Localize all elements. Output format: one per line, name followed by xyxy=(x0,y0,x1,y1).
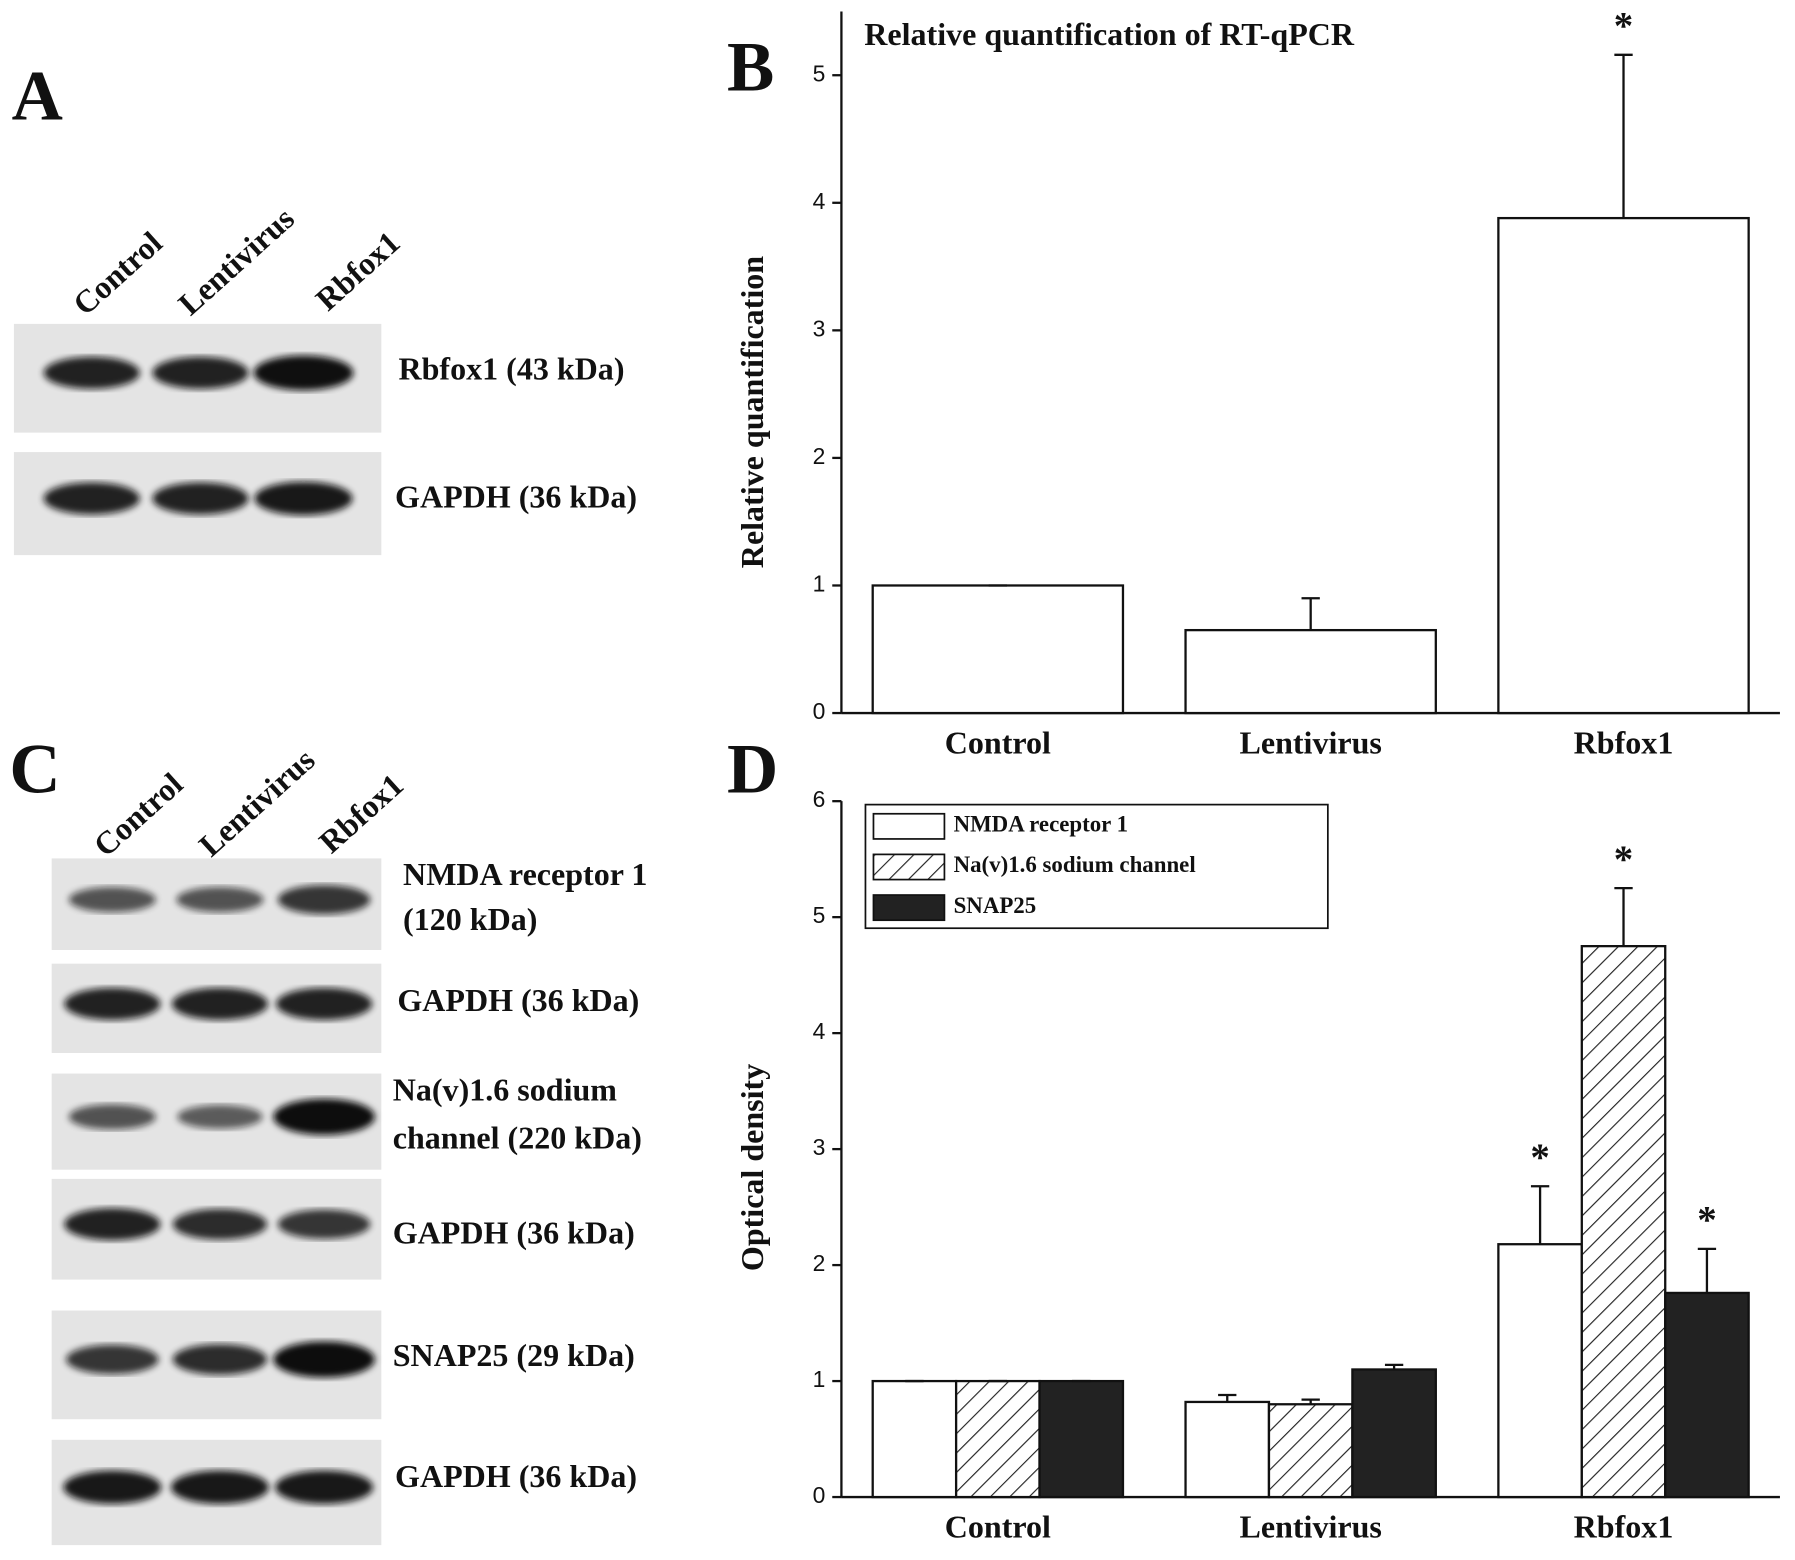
y-tick-label: 0 xyxy=(813,698,826,724)
blot-band xyxy=(170,1470,269,1504)
blot-band xyxy=(277,1209,371,1239)
chart-title: Relative quantification of RT-qPCR xyxy=(864,16,1355,52)
blot-band xyxy=(253,355,354,391)
y-tick-label: 3 xyxy=(813,315,826,341)
blot-band xyxy=(177,1104,263,1129)
panel-label: A xyxy=(12,57,63,135)
band-label: (120 kDa) xyxy=(403,901,537,937)
lane-label: Control xyxy=(86,765,189,863)
x-tick-label: Rbfox1 xyxy=(1574,1509,1674,1545)
bar xyxy=(1267,1403,1354,1499)
bar xyxy=(1184,1400,1271,1499)
bar xyxy=(1184,628,1437,715)
legend-swatch xyxy=(872,853,946,881)
blot-band xyxy=(63,1470,162,1504)
x-tick-label: Lentivirus xyxy=(1239,725,1381,761)
y-tick-label: 5 xyxy=(813,60,826,86)
bar xyxy=(871,584,1125,715)
band-label: Na(v)1.6 sodium xyxy=(393,1071,618,1107)
blot-band xyxy=(172,1208,268,1240)
blot-band xyxy=(152,356,249,389)
panel-label: C xyxy=(9,730,60,808)
blot-band xyxy=(43,356,140,389)
legend-swatch xyxy=(872,812,946,840)
significance-mark: * xyxy=(1614,5,1633,48)
y-tick-label: 2 xyxy=(813,443,826,469)
x-tick-label: Lentivirus xyxy=(1239,1509,1381,1545)
bar xyxy=(954,1379,1041,1499)
band-label: GAPDH (36 kDa) xyxy=(395,479,637,515)
blot-band xyxy=(276,987,373,1020)
band-label: GAPDH (36 kDa) xyxy=(397,982,639,1018)
bar xyxy=(1351,1368,1437,1499)
band-label: channel (220 kDa) xyxy=(393,1119,642,1155)
y-tick-label: 4 xyxy=(813,188,826,214)
blot-band xyxy=(254,481,353,516)
blot-band xyxy=(68,887,156,913)
legend-label: SNAP25 xyxy=(954,893,1037,918)
blot-band xyxy=(66,1344,159,1375)
blot-band xyxy=(43,482,140,515)
blot-band xyxy=(277,884,371,915)
band-label: GAPDH (36 kDa) xyxy=(395,1458,637,1494)
y-tick-label: 0 xyxy=(813,1482,826,1508)
panel-label: D xyxy=(727,730,778,808)
band-label: GAPDH (36 kDa) xyxy=(393,1214,635,1250)
panel-label: B xyxy=(727,29,774,107)
blot-images xyxy=(13,323,382,1546)
y-tick-label: 3 xyxy=(813,1134,826,1160)
blot-band xyxy=(275,1470,374,1504)
y-tick-label: 1 xyxy=(813,1366,826,1392)
blot-band xyxy=(64,1208,161,1241)
y-axis-label: Relative quantification xyxy=(734,256,770,568)
y-tick-label: 1 xyxy=(813,571,826,597)
blot-band xyxy=(273,1098,375,1135)
legend-swatch xyxy=(872,894,946,922)
y-tick-label: 5 xyxy=(813,902,826,928)
blot-band xyxy=(152,482,249,515)
lane-label: Rbfox1 xyxy=(308,224,406,317)
blot-band xyxy=(176,887,264,913)
legend-label: Na(v)1.6 sodium channel xyxy=(954,852,1196,877)
y-tick-label: 2 xyxy=(813,1250,826,1276)
lane-label: Lentivirus xyxy=(171,200,301,322)
significance-mark: * xyxy=(1614,838,1633,881)
bar xyxy=(871,1379,958,1499)
band-label: NMDA receptor 1 xyxy=(403,856,647,892)
legend-label: NMDA receptor 1 xyxy=(954,812,1128,837)
lane-label: Lentivirus xyxy=(192,741,322,863)
band-label: Rbfox1 (43 kDa) xyxy=(398,350,624,386)
blot-band xyxy=(172,1344,268,1375)
lane-label: Rbfox1 xyxy=(312,766,410,859)
y-tick-label: 6 xyxy=(813,786,826,812)
bar xyxy=(1664,1291,1750,1499)
x-tick-label: Rbfox1 xyxy=(1574,725,1674,761)
x-tick-label: Control xyxy=(945,1509,1051,1545)
blot-band xyxy=(64,987,161,1020)
significance-mark: * xyxy=(1697,1199,1716,1242)
y-tick-label: 4 xyxy=(813,1018,826,1044)
y-axis-label: Optical density xyxy=(734,1064,770,1271)
blot-band xyxy=(68,1104,156,1130)
bar xyxy=(1038,1379,1125,1499)
band-label: SNAP25 (29 kDa) xyxy=(393,1337,635,1373)
lane-label: Control xyxy=(66,224,169,322)
blot-band xyxy=(273,1341,375,1378)
blot-band xyxy=(171,987,269,1020)
bar xyxy=(1497,1243,1583,1499)
bar xyxy=(1497,216,1750,715)
significance-mark: * xyxy=(1530,1136,1549,1179)
bar xyxy=(1580,945,1667,1499)
x-tick-label: Control xyxy=(945,725,1051,761)
